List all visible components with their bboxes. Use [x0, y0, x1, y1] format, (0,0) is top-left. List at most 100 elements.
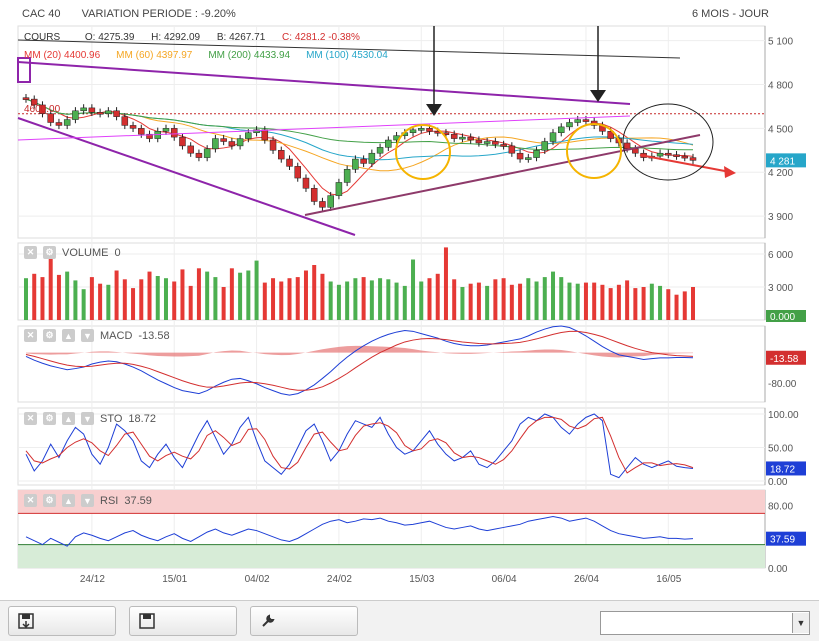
- trendline-support: [304, 134, 701, 216]
- volume-bar: [279, 281, 284, 320]
- volume-bar: [131, 288, 136, 320]
- x-tick-label: 26/04: [574, 574, 599, 585]
- candle: [475, 139, 483, 144]
- macd-line-1: [25, 330, 694, 391]
- trendline-resistance: [17, 61, 631, 105]
- ma60-legend: MM (60) 4397.97: [116, 50, 193, 61]
- candle: [418, 128, 425, 131]
- arrow-down-icon[interactable]: ▼: [81, 412, 94, 425]
- volume-bar: [303, 270, 308, 320]
- arrow-marker-head: [426, 104, 442, 116]
- gear-icon[interactable]: ⚙: [43, 494, 56, 507]
- manage-button[interactable]: [250, 606, 358, 636]
- layout-select[interactable]: ▼: [600, 611, 810, 635]
- volume-bar: [24, 278, 28, 320]
- price-y-tick: 4 500: [768, 124, 793, 135]
- x-tick-label: 06/04: [492, 574, 517, 585]
- volume-bar: [81, 289, 86, 320]
- candle: [574, 119, 581, 123]
- volume-bar: [40, 277, 45, 320]
- x-tick-label: 24/02: [327, 574, 352, 585]
- volume-bar: [559, 277, 564, 320]
- sto-value: 18.72: [128, 412, 156, 425]
- candle: [525, 157, 532, 160]
- close-icon[interactable]: ✕: [24, 494, 37, 507]
- candle: [253, 129, 260, 133]
- volume-bar: [485, 285, 490, 320]
- gear-icon[interactable]: ⚙: [43, 329, 56, 342]
- sto-tag-text: 18.72: [770, 464, 795, 475]
- volume-bar: [147, 271, 152, 320]
- candle: [467, 136, 474, 141]
- gear-icon[interactable]: ⚙: [43, 246, 56, 259]
- arrow-down-icon[interactable]: ▼: [81, 494, 94, 507]
- candle: [187, 145, 194, 154]
- candle: [656, 152, 664, 157]
- candle: [236, 138, 244, 147]
- save-button[interactable]: [8, 606, 116, 636]
- arrow-up-icon[interactable]: ▲: [62, 412, 75, 425]
- macd-line-0: [25, 325, 694, 396]
- sto-tag: [766, 461, 806, 476]
- candle: [286, 158, 293, 167]
- volume-bar: [616, 284, 621, 320]
- volume-bar: [106, 284, 111, 320]
- candle: [39, 104, 46, 114]
- candle: [55, 122, 63, 126]
- volume-bar: [262, 282, 267, 320]
- candle: [665, 152, 672, 156]
- candle: [376, 147, 384, 154]
- new-button[interactable]: [129, 606, 237, 636]
- candle: [195, 152, 203, 158]
- wrench-icon: [259, 612, 277, 630]
- volume-bar: [295, 277, 300, 320]
- volume-bar: [188, 285, 193, 320]
- highlight-ellipse: [622, 103, 714, 181]
- volume-bar: [534, 281, 539, 320]
- rsi-label: RSI: [100, 494, 119, 507]
- volume-bar: [221, 287, 226, 320]
- ref-level-label: 4600.00: [24, 104, 61, 115]
- volume-bar: [172, 281, 177, 320]
- volume-bar: [575, 283, 580, 320]
- highlight-circle: [566, 123, 622, 179]
- macd-y-tick: -80.00: [768, 379, 797, 390]
- volume-bar: [460, 287, 465, 320]
- candle: [212, 138, 219, 150]
- volume-bar: [254, 260, 259, 320]
- candle: [88, 107, 96, 113]
- projection-arrow: [639, 154, 731, 173]
- close-icon[interactable]: ✕: [24, 329, 37, 342]
- candle: [500, 144, 507, 147]
- volume-bar: [625, 280, 630, 320]
- volume-bar: [509, 284, 514, 320]
- close-icon[interactable]: ✕: [24, 412, 37, 425]
- volume-bar: [443, 247, 448, 320]
- selection-box: [17, 57, 31, 83]
- close-icon[interactable]: ✕: [24, 246, 37, 259]
- price-y-tick: 3 900: [768, 212, 793, 223]
- volume-bar: [180, 269, 185, 320]
- candle: [360, 158, 367, 164]
- arrow-up-icon[interactable]: ▲: [62, 494, 75, 507]
- macd-tag: [766, 350, 806, 365]
- highlight-circle: [395, 124, 451, 180]
- ma200-legend: MM (200) 4433.94: [208, 50, 291, 61]
- arrow-up-icon[interactable]: ▲: [62, 329, 75, 342]
- high-value: H: 4292.09: [151, 32, 201, 43]
- candle: [278, 150, 285, 160]
- candle: [294, 166, 301, 179]
- candle: [170, 128, 178, 138]
- volume-bar: [526, 278, 531, 320]
- volume-bar: [476, 282, 481, 320]
- save-icon: [17, 612, 35, 630]
- volume-bar: [592, 282, 597, 320]
- candle: [335, 182, 343, 196]
- arrow-down-icon[interactable]: ▼: [81, 329, 94, 342]
- volume-label: VOLUME: [62, 246, 109, 259]
- volume-bar: [89, 277, 94, 320]
- last-price-tag-text: 4 281: [770, 156, 795, 167]
- candle: [30, 98, 38, 106]
- gear-icon[interactable]: ⚙: [43, 412, 56, 425]
- volume-value: 0: [114, 246, 121, 259]
